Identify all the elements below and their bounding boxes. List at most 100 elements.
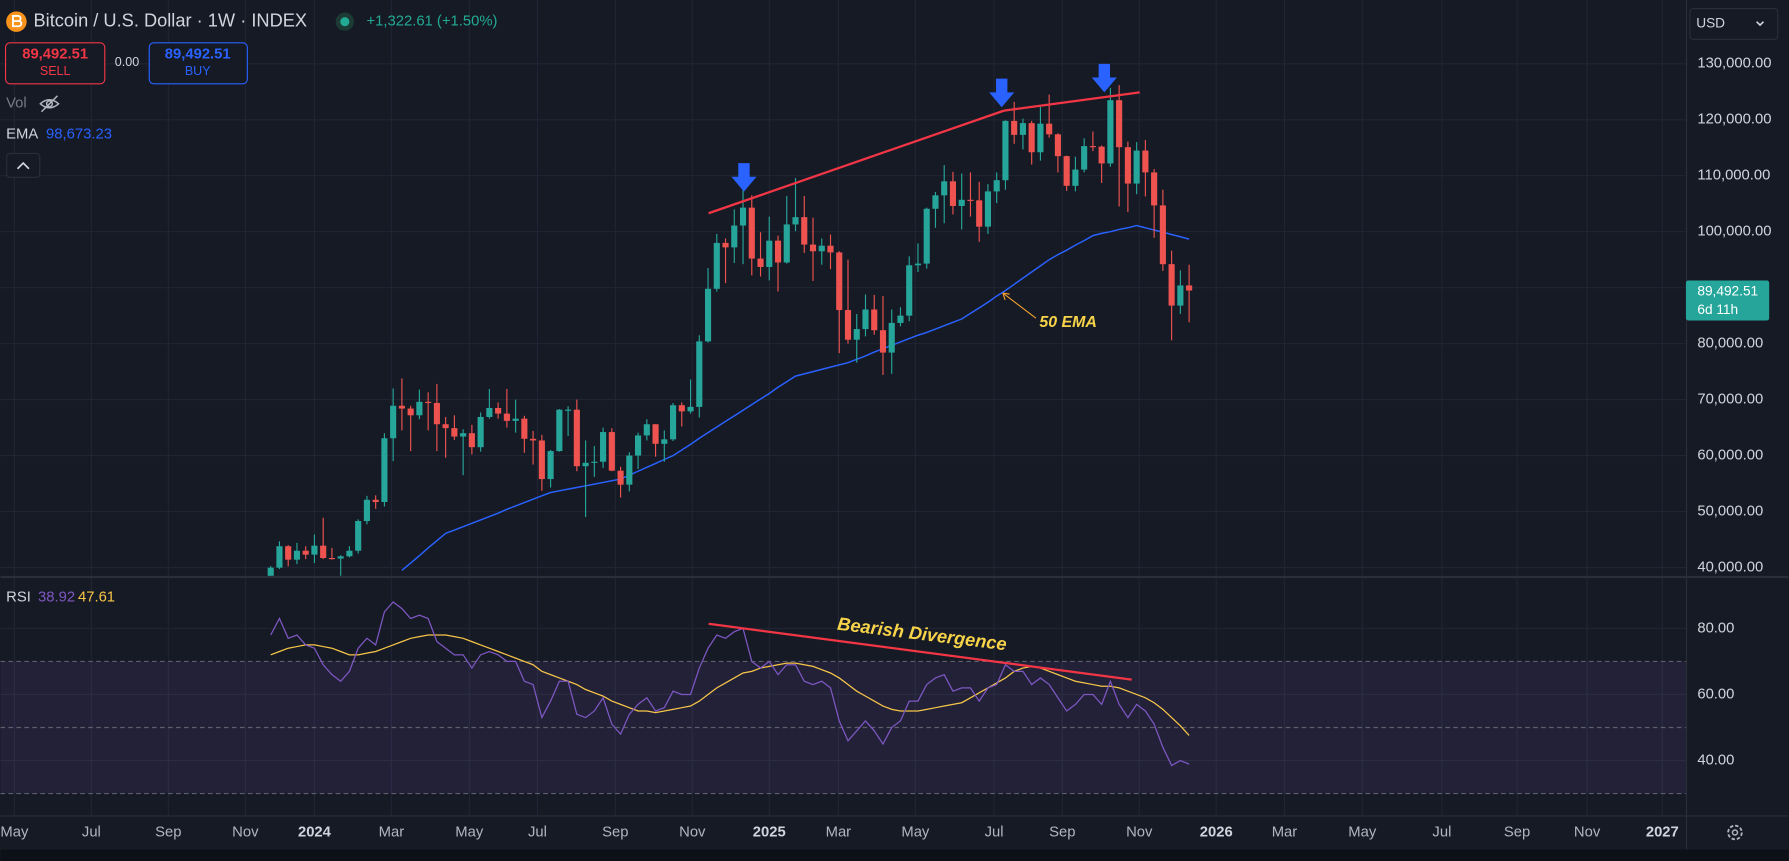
buy-price[interactable]: 89,492.51 <box>165 47 231 63</box>
candle-body <box>1133 150 1140 184</box>
y-tick-label: 110,000.00 <box>1697 168 1770 184</box>
eye-slash[interactable] <box>40 95 58 113</box>
candle-body <box>809 244 817 252</box>
x-tick-label: Mar <box>1272 824 1298 840</box>
gear-icon[interactable] <box>1727 824 1743 841</box>
gear-center[interactable] <box>1731 829 1739 836</box>
settings-button[interactable] <box>1727 824 1743 841</box>
x-tick-label: May <box>0 824 29 840</box>
chevron-up[interactable] <box>16 161 30 170</box>
chevron-down[interactable] <box>1756 21 1765 27</box>
status-dot <box>340 17 350 27</box>
y-tick-label: 70,000.00 <box>1697 392 1763 408</box>
buy-box[interactable] <box>148 42 248 85</box>
x-tick-label: Jul <box>985 824 1004 840</box>
symbol-icon-glyph <box>12 15 23 28</box>
candle-body <box>722 242 729 248</box>
candle-body <box>337 556 344 559</box>
visibility-toggle[interactable] <box>39 95 60 113</box>
candle-body <box>687 406 694 412</box>
trend-line <box>1003 91 1140 112</box>
trend-line <box>708 109 1005 215</box>
candle-body <box>888 322 895 353</box>
eye-pupil[interactable] <box>45 100 54 108</box>
collapse-button[interactable] <box>6 152 41 178</box>
candle-body <box>468 433 475 448</box>
collapse-box[interactable] <box>6 152 41 178</box>
buy-label[interactable]: BUY <box>185 64 211 78</box>
candle-body <box>853 329 860 340</box>
x-tick-label: Jul <box>82 824 101 840</box>
candle-body <box>914 263 922 266</box>
sell-price[interactable]: 89,492.51 <box>22 47 88 63</box>
candle-body <box>1002 120 1009 181</box>
series-line <box>401 224 1190 571</box>
candle-body <box>976 200 983 227</box>
rsi-legend-value: 38.92 <box>38 589 75 605</box>
candle-body <box>285 546 292 560</box>
x-tick-label: Nov <box>679 824 706 840</box>
x-tick-label: Jul <box>1432 824 1451 840</box>
candle-body <box>477 416 484 448</box>
currency-box[interactable] <box>1689 7 1779 40</box>
y-tick-label: 60,000.00 <box>1697 447 1763 463</box>
candle-body <box>757 258 764 267</box>
candle-body <box>1142 150 1149 173</box>
x-tick-label: Jul <box>528 824 547 840</box>
candle-body <box>617 470 624 485</box>
candle-body <box>836 252 843 311</box>
divergence-line <box>708 622 1132 681</box>
y-tick-label: 120,000.00 <box>1697 112 1771 128</box>
candle-body <box>941 181 948 196</box>
sell-label[interactable]: SELL <box>40 64 71 78</box>
sell-button[interactable]: 89,492.51 SELL <box>4 42 106 85</box>
candle-body <box>1046 123 1053 135</box>
candle-body <box>390 405 397 439</box>
x-tick-label: Sep <box>1504 824 1530 840</box>
annotation-arrowhead <box>1002 292 1010 301</box>
x-tick-label: May <box>1348 824 1377 840</box>
candle-body <box>267 567 274 576</box>
x-tick-label: May <box>455 824 484 840</box>
candle-body <box>1072 169 1079 186</box>
candle-body <box>643 424 650 436</box>
candle-body <box>451 428 458 437</box>
candle-body <box>1089 146 1096 148</box>
currency-label[interactable]: USD <box>1696 16 1725 31</box>
candle-body <box>293 550 301 560</box>
candle-body <box>783 224 790 263</box>
candle-body <box>530 438 537 441</box>
candle-body <box>862 309 869 330</box>
candle-body <box>871 309 878 331</box>
candle-body <box>993 180 1000 192</box>
candle-body <box>669 405 677 440</box>
candle-body <box>1081 146 1088 170</box>
candle-body <box>906 265 913 316</box>
sell-box[interactable] <box>4 42 106 85</box>
currency-select[interactable]: USD <box>1689 7 1779 40</box>
candle-body <box>626 455 633 485</box>
candle-body <box>792 217 799 225</box>
candle-body <box>932 195 939 209</box>
candle-body <box>731 225 738 248</box>
x-tick-label: Sep <box>155 824 181 840</box>
x-tick-label: Nov <box>1574 824 1601 840</box>
arrow-marker <box>989 78 1015 108</box>
price-tag: 89,492.51 6d 11h <box>1685 280 1770 321</box>
candle-body <box>1186 285 1193 291</box>
buy-button[interactable]: 89,492.51 BUY <box>148 42 248 85</box>
candle-body <box>661 439 668 444</box>
candle-body <box>748 207 755 259</box>
candle-body <box>713 242 720 289</box>
candle-body <box>984 191 992 227</box>
candle-body <box>1011 120 1018 135</box>
ema-legend-value: 98,673.23 <box>46 126 112 142</box>
axes: May Jul Sep Nov 2024 Mar May Jul Sep Nov 2025 Mar Ma… <box>0 56 1771 841</box>
spread: 0.00 <box>115 55 139 69</box>
rsi-legend: RSI <box>6 589 31 605</box>
candle-body <box>635 435 642 456</box>
candle-body <box>897 315 904 323</box>
candle-body <box>346 550 353 557</box>
